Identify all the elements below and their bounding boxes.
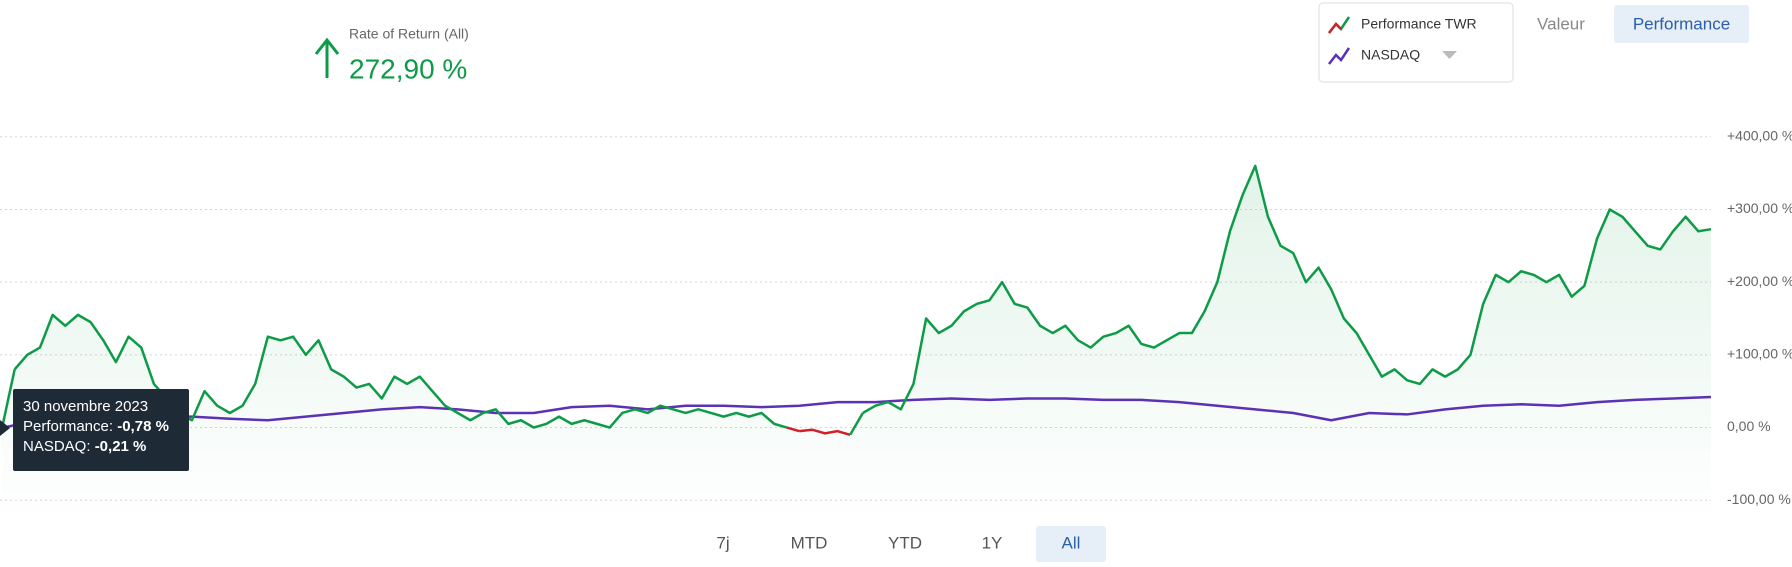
range-buttons: 7j MTD YTD 1Y All <box>716 526 1106 562</box>
return-label: Rate of Return (All) <box>349 26 469 42</box>
tooltip-date: 30 novembre 2023 <box>23 398 148 415</box>
series-connector <box>786 426 800 433</box>
series-line <box>13 313 788 429</box>
up-arrow <box>314 37 340 78</box>
range-button[interactable]: 1Y <box>982 533 1003 552</box>
view-button[interactable]: Valeur <box>1537 14 1585 33</box>
series-line <box>799 428 851 436</box>
y-tick-label: +200,00 % <box>1727 273 1792 289</box>
tooltip-row: Performance: -0,78 % <box>23 418 169 435</box>
dropdown-caret[interactable] <box>1442 51 1457 59</box>
tooltip-value: -0,21 % <box>95 438 147 455</box>
return-value: 272,90 % <box>349 53 467 84</box>
tooltip-value: -0,78 % <box>117 418 169 435</box>
series-line <box>862 164 1712 415</box>
tooltip-label: NASDAQ: <box>23 438 91 455</box>
tooltip-row: NASDAQ: -0,21 % <box>23 438 146 455</box>
tooltip-pointer <box>0 420 10 436</box>
range-button[interactable]: YTD <box>888 533 922 552</box>
tooltip-box <box>13 389 189 471</box>
y-tick-label: +400,00 % <box>1727 128 1792 144</box>
series-line <box>1 395 1712 429</box>
y-tick-label: 0,00 % <box>1727 418 1771 434</box>
series-connector <box>0 369 16 429</box>
area <box>2 165 1711 522</box>
legend-label: Performance TWR <box>1361 16 1477 32</box>
legend-icon-negative <box>1328 22 1342 34</box>
tooltip: 30 novembre 2023 Performance: -0,78 % NA… <box>0 389 189 471</box>
range-button[interactable]: 7j <box>716 533 729 552</box>
legend: Performance TWR NASDAQ <box>1328 16 1477 65</box>
view-button[interactable]: Performance <box>1633 14 1730 33</box>
range-button-bg[interactable] <box>1036 526 1106 562</box>
legend-box <box>1318 2 1514 83</box>
plot: -100,00 % 0,00 % +100,00 % +200,00 % +300,00… <box>0 128 1792 522</box>
tooltip-label: Performance: <box>23 418 113 435</box>
view-button-bg[interactable] <box>1614 5 1749 43</box>
return-header: Rate of Return (All) 272,90 % <box>314 26 469 84</box>
y-tick-label: +100,00 % <box>1727 346 1792 362</box>
view-buttons: Valeur Performance <box>1537 5 1749 43</box>
legend-icon <box>1328 47 1351 65</box>
y-tick-label: -100,00 % <box>1727 491 1791 507</box>
y-tick-label: +300,00 % <box>1727 200 1792 216</box>
series-connector <box>849 412 864 436</box>
range-button[interactable]: All <box>1062 533 1081 552</box>
range-button[interactable]: MTD <box>791 533 828 552</box>
legend-label: NASDAQ <box>1361 47 1420 63</box>
